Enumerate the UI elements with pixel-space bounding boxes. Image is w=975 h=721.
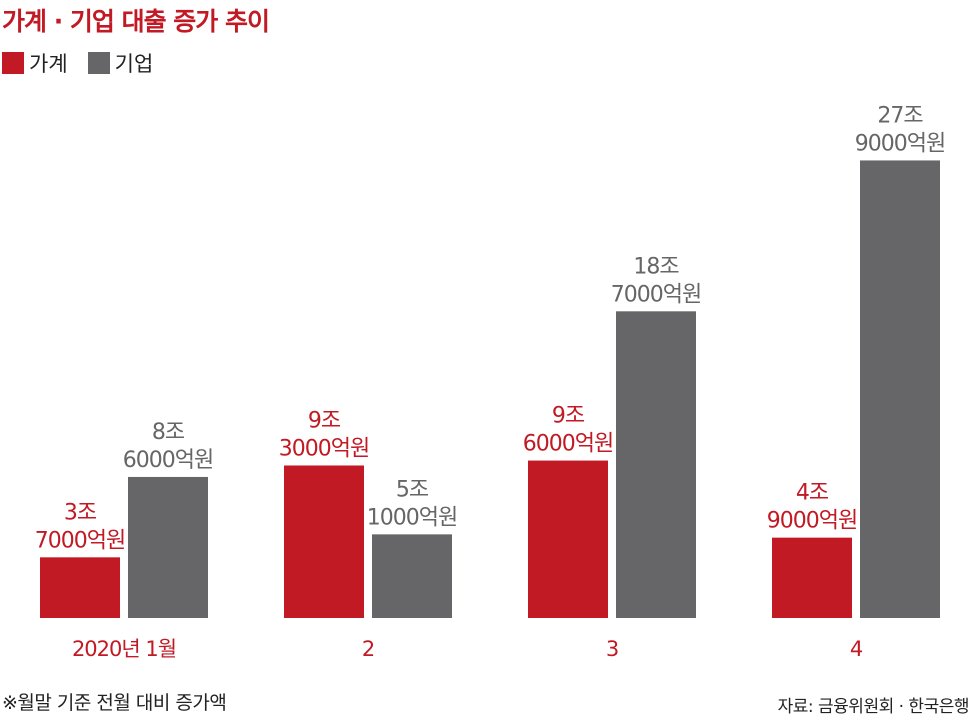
legend-swatch-corporate (87, 52, 110, 74)
data-label-corporate-3-1: 9000억원 (855, 131, 945, 156)
bar-household-1 (284, 465, 364, 618)
data-label-household-0-1: 7000억원 (35, 528, 125, 553)
data-label-household-2-0: 9조 (552, 404, 585, 429)
data-label-household-1-1: 3000억원 (279, 436, 369, 461)
bar-corporate-3 (860, 160, 940, 618)
data-label-household-3-0: 4조 (796, 481, 829, 506)
legend-item-household: 가계 (2, 48, 68, 78)
bar-household-3 (772, 537, 852, 618)
category-label-0: 2020년 1월 (72, 637, 176, 661)
data-label-household-1-0: 9조 (308, 408, 341, 433)
legend-label-corporate: 기업 (114, 52, 154, 76)
legend: 가계 기업 (2, 48, 173, 78)
data-label-corporate-0-1: 6000억원 (123, 448, 213, 473)
category-label-2: 3 (606, 637, 618, 661)
bar-corporate-2 (616, 311, 696, 618)
bar-corporate-0 (128, 476, 208, 618)
legend-swatch-household (2, 52, 24, 74)
chart-title: 가계 · 기업 대출 증가 추이 (2, 7, 270, 36)
data-label-corporate-1-1: 1000억원 (367, 505, 457, 530)
source-note: 자료: 금융위원회 · 한국은행 (777, 697, 970, 717)
bar-corporate-1 (372, 534, 452, 618)
data-label-corporate-3-0: 27조 (877, 103, 923, 128)
category-label-3: 4 (850, 637, 863, 661)
legend-item-corporate: 기업 (87, 48, 154, 78)
data-label-household-0-0: 3조 (64, 500, 97, 525)
data-label-household-2-1: 6000억원 (523, 432, 613, 457)
legend-label-household: 가계 (29, 52, 68, 76)
data-label-corporate-1-0: 5조 (396, 477, 429, 502)
footnote: ※월말 기준 전월 대비 증가액 (2, 692, 227, 714)
data-label-corporate-0-0: 8조 (152, 420, 185, 445)
data-label-corporate-2-0: 18조 (633, 254, 679, 279)
bar-household-0 (40, 557, 120, 618)
bar-household-2 (528, 460, 608, 618)
category-label-1: 2 (362, 637, 374, 661)
data-label-household-3-1: 9000억원 (767, 509, 857, 534)
data-label-corporate-2-1: 7000억원 (611, 282, 701, 307)
